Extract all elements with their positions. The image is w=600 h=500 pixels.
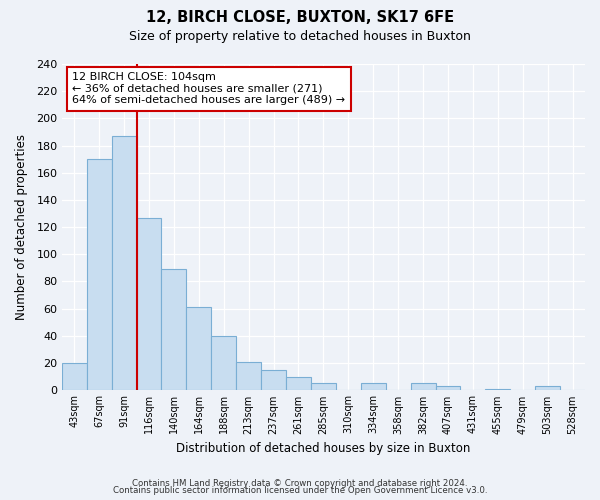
- Bar: [436, 386, 460, 390]
- Bar: [86, 159, 112, 390]
- Bar: [137, 218, 161, 390]
- Bar: [535, 386, 560, 390]
- Bar: [261, 370, 286, 390]
- Bar: [361, 384, 386, 390]
- Bar: [311, 384, 336, 390]
- X-axis label: Distribution of detached houses by size in Buxton: Distribution of detached houses by size …: [176, 442, 470, 455]
- Bar: [410, 384, 436, 390]
- Bar: [112, 136, 137, 390]
- Bar: [62, 363, 86, 390]
- Text: Contains public sector information licensed under the Open Government Licence v3: Contains public sector information licen…: [113, 486, 487, 495]
- Bar: [236, 362, 261, 390]
- Bar: [211, 336, 236, 390]
- Bar: [161, 269, 187, 390]
- Bar: [485, 389, 510, 390]
- Text: Size of property relative to detached houses in Buxton: Size of property relative to detached ho…: [129, 30, 471, 43]
- Bar: [187, 307, 211, 390]
- Text: 12 BIRCH CLOSE: 104sqm
← 36% of detached houses are smaller (271)
64% of semi-de: 12 BIRCH CLOSE: 104sqm ← 36% of detached…: [72, 72, 346, 106]
- Y-axis label: Number of detached properties: Number of detached properties: [15, 134, 28, 320]
- Text: 12, BIRCH CLOSE, BUXTON, SK17 6FE: 12, BIRCH CLOSE, BUXTON, SK17 6FE: [146, 10, 454, 25]
- Bar: [286, 376, 311, 390]
- Text: Contains HM Land Registry data © Crown copyright and database right 2024.: Contains HM Land Registry data © Crown c…: [132, 478, 468, 488]
